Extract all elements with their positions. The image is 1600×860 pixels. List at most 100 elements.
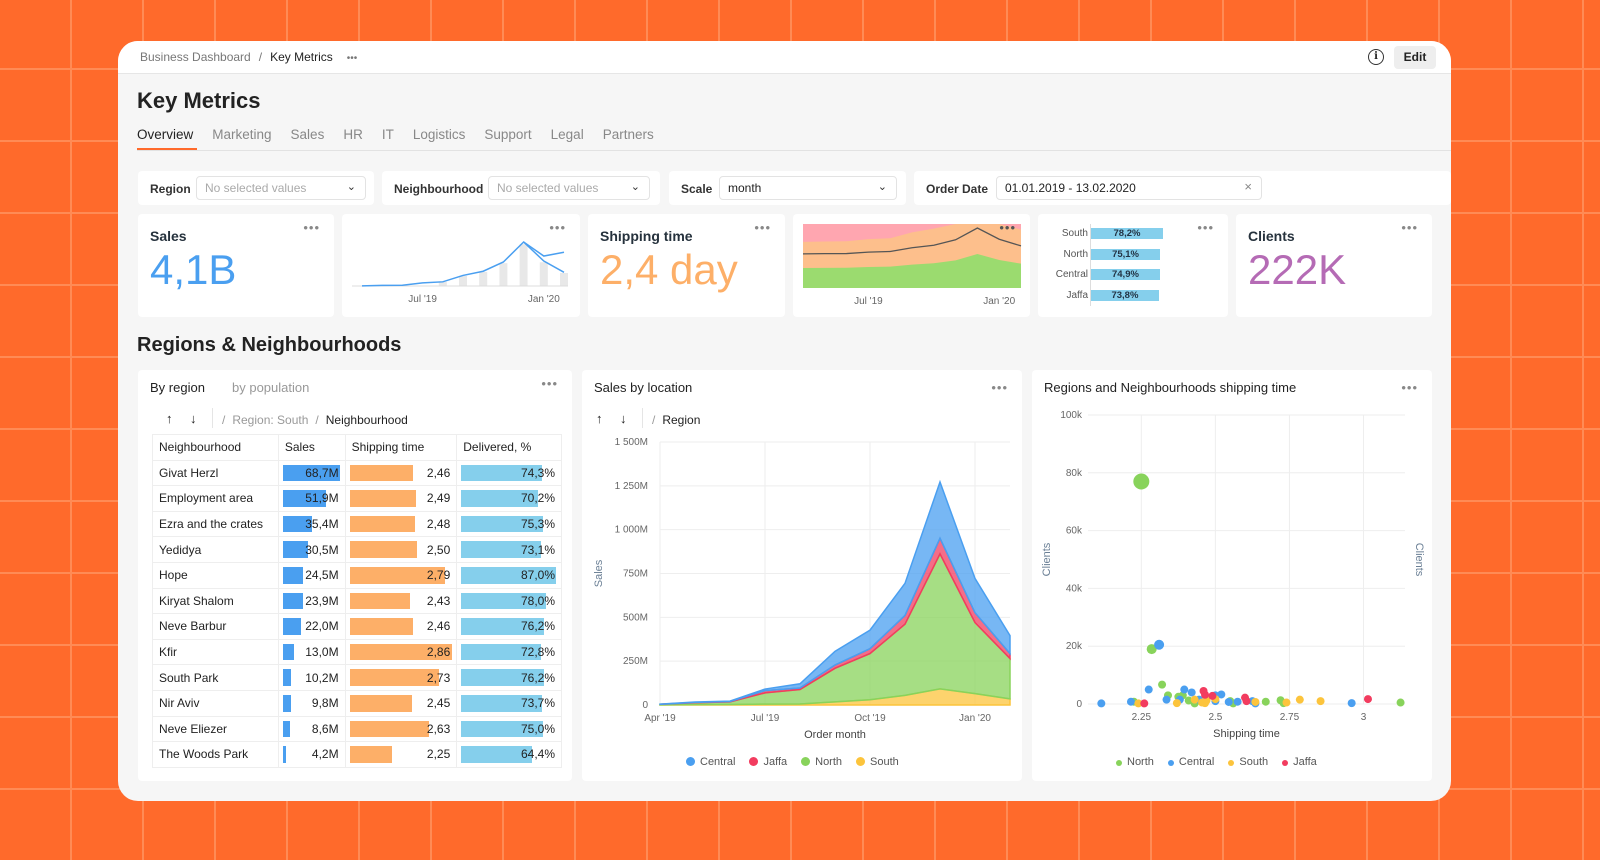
tab-partners[interactable]: Partners	[602, 127, 654, 142]
cell-value: 24,5M	[305, 568, 339, 583]
order-date-input[interactable]: 01.01.2019 - 13.02.2020 ×	[996, 176, 1262, 200]
column-header[interactable]: Neighbourhood	[152, 434, 279, 461]
value-bar	[349, 746, 393, 763]
legend-item-north[interactable]: North	[787, 756, 842, 768]
legend-item-jaffa[interactable]: Jaffa	[735, 756, 787, 768]
dashboard-window: Business Dashboard / Key Metrics ••• i E…	[118, 41, 1451, 801]
drill-down-icon[interactable]: ↓	[190, 411, 197, 426]
value-bar	[349, 720, 430, 738]
legend-dot	[749, 757, 759, 766]
info-icon[interactable]: i	[1368, 49, 1384, 65]
legend-item-central[interactable]: Central	[672, 756, 735, 768]
breadcrumb-more-button[interactable]: •••	[346, 53, 358, 64]
cell-value: 2,46	[426, 619, 451, 634]
region-label: Region	[150, 182, 191, 196]
table-row[interactable]: Neve Eliezer 8,6M 2,63 75,0%	[152, 715, 562, 743]
more-options-button[interactable]: •••	[549, 220, 566, 235]
value-bar	[461, 694, 542, 712]
tab-it[interactable]: IT	[381, 127, 394, 142]
more-options-button[interactable]: •••	[991, 380, 1008, 395]
tab-hr[interactable]: HR	[343, 127, 363, 142]
table-row[interactable]: Kfir 13,0M 2,86 72,8%	[152, 638, 562, 666]
clear-icon[interactable]: ×	[1244, 179, 1252, 194]
value-bar	[461, 490, 538, 507]
x-tick-label: Jan '20	[959, 713, 991, 724]
point-central	[1154, 639, 1165, 650]
more-options-button[interactable]: •••	[541, 376, 558, 391]
more-options-button[interactable]: •••	[1401, 220, 1418, 235]
more-options-button[interactable]: •••	[1401, 380, 1418, 395]
tab-sales[interactable]: Sales	[290, 127, 325, 142]
more-options-button[interactable]: •••	[999, 220, 1016, 235]
cell-value: 2,86	[426, 645, 451, 660]
column-header[interactable]: Delivered, %	[456, 434, 562, 461]
cell-value: 2,79	[426, 568, 451, 583]
neighbourhood-cell: The Woods Park	[152, 741, 279, 768]
table-row[interactable]: Neve Barbur 22,0M 2,46 76,2%	[152, 613, 562, 640]
column-header[interactable]: Sales	[277, 434, 346, 461]
legend-item-south[interactable]: South	[842, 756, 899, 768]
more-options-button[interactable]: •••	[303, 220, 320, 235]
shipping-area-card: Jul '19 Jan '20 •••	[793, 214, 1030, 317]
x-tick-label: Jan '20	[983, 296, 1015, 307]
chevron-down-icon: ⌄	[630, 181, 640, 193]
table-row[interactable]: Yedidya 30,5M 2,50 73,1%	[152, 536, 562, 563]
sales-kpi-card: ••• Sales 4,1B	[138, 214, 334, 317]
cell-value: 2,45	[426, 696, 451, 711]
breadcrumb-current[interactable]: Key Metrics	[270, 50, 333, 64]
path-region: Region	[662, 413, 701, 427]
table-row[interactable]: South Park 10,2M 2,73 76,2%	[152, 664, 562, 691]
column-header[interactable]: Shipping time	[344, 434, 458, 461]
table-row[interactable]: Kiryat Shalom 23,9M 2,43 78,0%	[152, 587, 562, 615]
tab-legal[interactable]: Legal	[550, 127, 584, 142]
tab-by-population[interactable]: by population	[232, 380, 310, 395]
path-region[interactable]: Region: South	[232, 413, 309, 427]
table-row[interactable]: Givat Herzl 68,7M 2,46 74,3%	[152, 459, 562, 487]
drill-down-icon[interactable]: ↓	[620, 411, 627, 426]
point-central	[1233, 697, 1242, 706]
shipping-cell: 2,49	[344, 485, 458, 512]
legend-label: Central	[700, 756, 736, 768]
breadcrumb-parent[interactable]: Business Dashboard	[140, 50, 251, 64]
tab-marketing[interactable]: Marketing	[212, 127, 272, 142]
table-row[interactable]: Nir Aviv 9,8M 2,45 73,7%	[152, 689, 562, 717]
table-row[interactable]: Ezra and the crates 35,4M 2,48 75,3%	[152, 510, 562, 538]
region-placeholder: No selected values	[205, 181, 307, 195]
legend-dot	[686, 757, 695, 766]
table-row[interactable]: Hope 24,5M 2,79 87,0%	[152, 561, 562, 589]
point-jaffa	[1242, 697, 1251, 706]
table-row[interactable]: The Woods Park 4,2M 2,25 64,4%	[152, 741, 562, 768]
edit-button[interactable]: Edit	[1394, 46, 1436, 69]
legend-item-central[interactable]: Central	[1154, 756, 1214, 768]
chart-title: Regions and Neighbourhoods shipping time	[1044, 380, 1297, 395]
sales-sparkline: Jul '19 Jan '20	[352, 240, 568, 305]
scale-select[interactable]: month ⌄	[719, 176, 897, 200]
path-neighbourhood: Neighbourhood	[325, 413, 408, 427]
more-options-button[interactable]: •••	[1197, 220, 1214, 235]
bar-label: Central	[1055, 269, 1088, 280]
more-options-button[interactable]: •••	[754, 220, 771, 235]
tab-by-region[interactable]: By region	[150, 380, 205, 395]
delivered-bar	[1091, 289, 1159, 301]
table-row[interactable]: Employment area 51,9M 2,49 70,2%	[152, 485, 562, 512]
cell-value: 87,0%	[520, 568, 555, 583]
region-select[interactable]: No selected values ⌄	[196, 176, 366, 200]
sales-cell: 35,4M	[277, 510, 346, 538]
tab-overview[interactable]: Overview	[137, 127, 194, 142]
neighbourhood-select[interactable]: No selected values ⌄	[488, 176, 650, 200]
cell-value: 75,3%	[520, 517, 555, 532]
tab-logistics[interactable]: Logistics	[412, 127, 466, 142]
drill-up-icon[interactable]: ↑	[596, 411, 603, 426]
drill-up-icon[interactable]: ↑	[166, 411, 173, 426]
tab-support[interactable]: Support	[484, 127, 532, 142]
legend-item-south[interactable]: South	[1214, 756, 1268, 768]
legend-item-jaffa[interactable]: Jaffa	[1268, 756, 1317, 768]
divider	[212, 408, 213, 428]
value-bar	[461, 643, 541, 661]
legend-item-north[interactable]: North	[1102, 756, 1154, 768]
value-bar	[461, 541, 542, 558]
value-bar	[282, 515, 313, 533]
x-axis-label: Order month	[804, 729, 866, 741]
legend-label: South	[870, 756, 899, 768]
bar-value: 78,2%	[1113, 228, 1141, 239]
